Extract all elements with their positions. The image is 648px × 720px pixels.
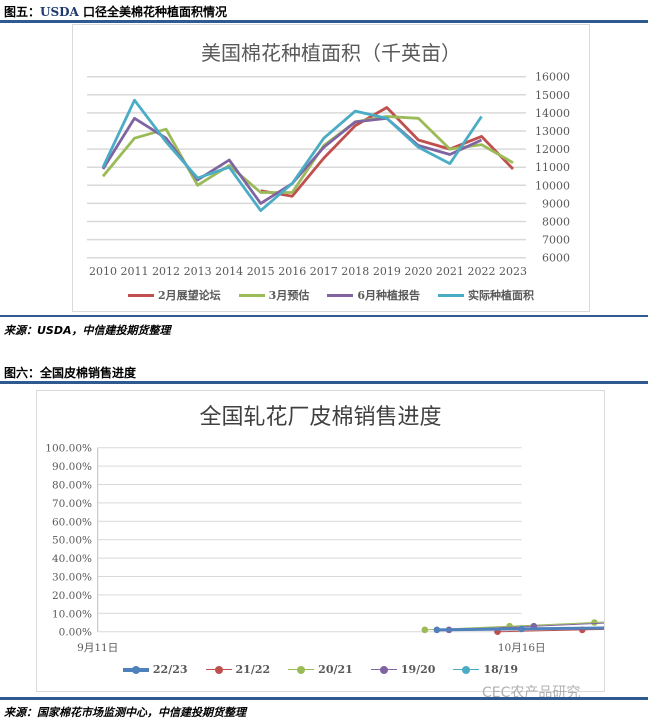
y-tick-label: 9000 <box>542 197 570 210</box>
chart-legend: 22/23 21/22 20/21 19/20 18/19 <box>37 663 604 676</box>
y-tick-label: 14000 <box>535 107 570 120</box>
x-tick-label: 2021 <box>436 265 464 278</box>
figure5-label-rest: 口径全美棉花种植面积情况 <box>78 5 228 19</box>
y-tick-label: 7000 <box>542 234 570 247</box>
y-tick-label: 70.00% <box>52 498 92 510</box>
x-tick-label: 2019 <box>373 265 401 278</box>
series-line <box>101 115 514 194</box>
figure6-bottom-rule <box>0 697 648 700</box>
figure6-heading: 图六：全国皮棉销售进度 <box>4 366 137 380</box>
y-tick-label: 0.00% <box>59 627 92 639</box>
data-point <box>603 625 604 631</box>
y-tick-label: 10.00% <box>52 608 92 620</box>
y-tick-label: 13000 <box>535 125 570 138</box>
x-tick-label: 2016 <box>278 265 306 278</box>
legend-label: 2月展望论坛 <box>158 289 221 302</box>
chart-title: 美国棉花种植面积（千英亩） <box>201 41 461 65</box>
figure6-top-rule <box>0 381 648 384</box>
legend-item: 18/19 <box>453 663 518 676</box>
y-tick-label: 20.00% <box>52 590 92 602</box>
legend-item: 6月种植报告 <box>327 287 420 303</box>
figure5-label-en: USDA <box>40 5 79 19</box>
y-tick-label: 80.00% <box>52 480 92 492</box>
x-tick-label: 2010 <box>89 265 117 278</box>
y-tick-label: 40.00% <box>52 553 92 565</box>
series-line <box>497 628 604 633</box>
planted-area-plot: 6000 7000 8000 9000 10000 11000 12000 13000 1400… <box>87 71 570 278</box>
legend-item: 20/21 <box>288 663 353 676</box>
y-tick-label: 30.00% <box>52 572 92 584</box>
x-tick-label: 2017 <box>310 265 338 278</box>
legend-label: 22/23 <box>152 663 188 676</box>
legend-label: 18/19 <box>483 663 519 676</box>
x-tick-label: 10月16日 <box>498 642 546 654</box>
y-tick-label: 16000 <box>535 71 570 84</box>
y-tick-label: 90.00% <box>52 461 92 473</box>
x-tick-label: 2011 <box>121 265 149 278</box>
chart-title: 全国轧花厂皮棉销售进度 <box>199 405 442 430</box>
data-point <box>433 626 441 634</box>
y-tick-label: 6000 <box>542 252 570 265</box>
x-tick-label: 9月11日 <box>77 642 118 654</box>
legend-label: 6月种植报告 <box>357 289 420 302</box>
legend-label: 实际种植面积 <box>467 289 534 302</box>
data-point <box>591 619 598 626</box>
sales-progress-plot: 0.00% 10.00% 20.00% 30.00% 40.00% 50.00% 60.00… <box>45 443 604 654</box>
x-tick-label: 2020 <box>404 265 432 278</box>
legend-item: 22/23 <box>122 663 188 676</box>
figure5-heading: 图五：USDA 口径全美棉花种植面积情况 <box>4 3 227 20</box>
x-tick-label: 2014 <box>215 265 243 278</box>
series-line <box>260 106 515 198</box>
legend-swatch <box>128 293 155 297</box>
sales-progress-chart: 全国轧花厂皮棉销售进度 0.00% 10.00% 20.00% 30.00% 40.00… <box>36 390 605 692</box>
x-tick-label: 2023 <box>499 265 527 278</box>
y-tick-label: 11000 <box>535 161 570 174</box>
legend-item: 21/22 <box>205 663 271 676</box>
legend-label: 3月预估 <box>268 289 310 302</box>
legend-swatch <box>453 665 480 674</box>
series-line <box>436 626 604 632</box>
legend-label: 21/22 <box>235 663 271 676</box>
legend-item: 实际种植面积 <box>437 287 534 303</box>
legend-item: 3月预估 <box>238 287 310 303</box>
legend-swatch <box>327 293 354 297</box>
x-tick-label: 2015 <box>247 265 275 278</box>
y-tick-label: 60.00% <box>52 516 92 528</box>
y-tick-label: 10000 <box>535 179 570 192</box>
planted-area-chart: 美国棉花种植面积（千英亩） 6000 7000 8000 9000 10000 11000… <box>72 24 590 312</box>
figure5-label: 图五： <box>4 5 41 19</box>
figure6-source: 来源：国家棉花市场监测中心，中信建投期货整理 <box>4 706 246 719</box>
x-tick-label: 2012 <box>152 265 180 278</box>
data-point <box>421 626 429 634</box>
x-tick-label: 2018 <box>341 265 369 278</box>
x-tick-label: 2022 <box>467 265 495 278</box>
data-point <box>518 625 525 633</box>
legend-swatch <box>288 665 315 674</box>
legend-swatch <box>238 293 265 297</box>
legend-swatch <box>205 665 232 674</box>
chart-legend: 2月展望论坛 3月预估 6月种植报告 实际种植面积 <box>73 287 589 303</box>
legend-item: 2月展望论坛 <box>128 287 221 303</box>
y-tick-label: 50.00% <box>52 535 92 547</box>
legend-label: 19/20 <box>400 663 436 676</box>
figure5-source: 来源：USDA，中信建投期货整理 <box>4 324 171 337</box>
y-tick-label: 15000 <box>535 89 570 102</box>
y-tick-label: 12000 <box>535 143 570 156</box>
legend-label: 20/21 <box>318 663 353 676</box>
legend-swatch <box>437 293 464 297</box>
figure5-top-rule <box>0 20 648 23</box>
legend-swatch <box>370 665 397 674</box>
series-line <box>101 98 483 212</box>
x-tick-label: 2013 <box>184 265 212 278</box>
series-line <box>448 622 604 631</box>
legend-item: 19/20 <box>370 663 436 676</box>
legend-swatch <box>122 665 149 674</box>
y-tick-label: 100.00% <box>45 443 92 455</box>
y-tick-label: 8000 <box>542 216 570 229</box>
figure5-bottom-rule <box>0 315 648 317</box>
